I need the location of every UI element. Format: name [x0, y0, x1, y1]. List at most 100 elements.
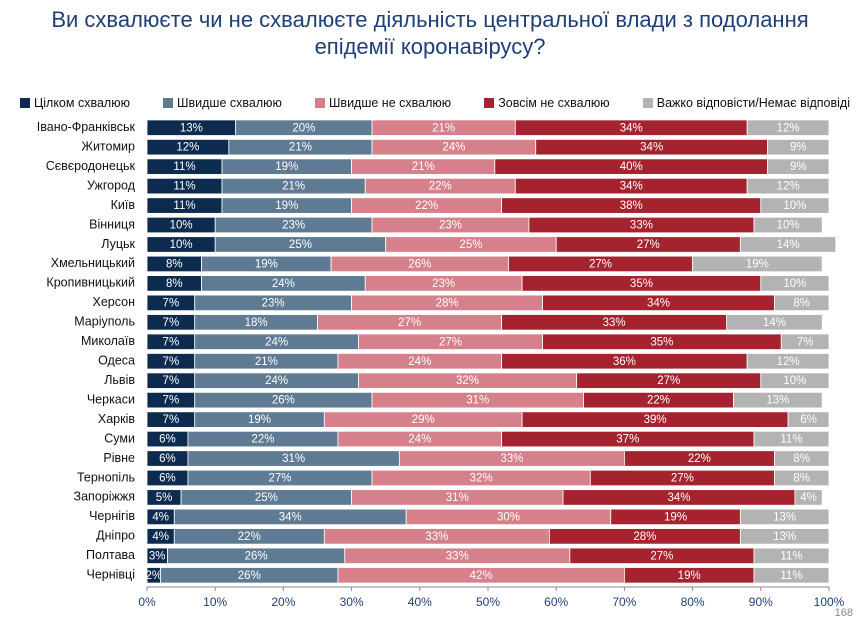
y-tick-label: Черкаси [87, 392, 135, 406]
y-tick-label: Одеса [98, 354, 135, 368]
data-label: 6% [159, 434, 176, 446]
x-tick-label: 60% [544, 595, 568, 609]
data-label: 27% [650, 550, 673, 562]
data-label: 19% [664, 511, 687, 523]
data-label: 10% [170, 239, 193, 251]
data-label: 14% [777, 239, 800, 251]
data-label: 12% [777, 356, 800, 368]
data-label: 19% [275, 200, 298, 212]
y-tick-label: Чернівці [87, 568, 136, 582]
x-tick-label: 50% [476, 595, 500, 609]
data-label: 9% [790, 142, 807, 154]
data-label: 22% [688, 453, 711, 465]
data-label: 8% [166, 278, 183, 290]
data-label: 18% [245, 317, 268, 329]
y-tick-label: Житомир [81, 139, 135, 153]
y-tick-label: Маріуполь [74, 315, 135, 329]
data-label: 10% [783, 200, 806, 212]
bar-segment [753, 216, 823, 234]
x-tick-label: 10% [203, 595, 227, 609]
x-tick-label: 0% [138, 595, 156, 609]
data-label: 26% [272, 395, 295, 407]
data-label: 34% [620, 181, 643, 193]
data-label: 27% [589, 258, 612, 270]
data-label: 12% [777, 122, 800, 134]
data-label: 21% [255, 356, 278, 368]
data-label: 22% [415, 200, 438, 212]
data-label: 19% [255, 258, 278, 270]
bar-segment [774, 294, 830, 312]
y-tick-label: Сєвєродонецьк [46, 159, 136, 173]
legend-label: Швидше не схвалюю [328, 96, 452, 110]
data-label: 8% [793, 473, 810, 485]
data-label: 27% [268, 473, 291, 485]
x-tick-label: 20% [271, 595, 295, 609]
legend-swatch [163, 98, 174, 108]
data-label: 19% [678, 570, 701, 582]
data-label: 33% [630, 220, 653, 232]
chart-title: Ви схвалюєте чи не схвалюєте діяльність … [51, 7, 809, 59]
data-label: 20% [292, 122, 315, 134]
data-label: 39% [644, 414, 667, 426]
data-label: 35% [650, 336, 673, 348]
y-tick-label: Дніпро [96, 529, 135, 543]
bar-segment [726, 314, 823, 331]
data-label: 40% [620, 161, 643, 173]
data-label: 26% [408, 258, 431, 270]
data-label: 32% [470, 473, 493, 485]
data-label: 7% [163, 356, 180, 368]
data-label: 21% [432, 122, 455, 134]
data-label: 11% [780, 434, 802, 446]
data-label: 11% [780, 570, 802, 582]
data-label: 9% [790, 161, 807, 173]
bar-segment [760, 372, 830, 389]
data-label: 4% [800, 492, 817, 504]
data-label: 21% [282, 181, 305, 193]
data-label: 23% [432, 278, 455, 290]
data-label: 10% [777, 220, 800, 232]
bar-segment [746, 119, 830, 136]
data-label: 30% [497, 511, 520, 523]
data-label: 22% [429, 181, 452, 193]
data-label: 27% [657, 375, 680, 387]
data-label: 27% [637, 239, 660, 251]
data-label: 27% [671, 473, 694, 485]
bar-segment [746, 177, 830, 195]
legend-label: Важко відповісти/Немає відповіді [656, 96, 850, 110]
data-label: 2% [146, 570, 163, 582]
x-tick-label: 30% [340, 595, 364, 609]
data-label: 27% [439, 336, 462, 348]
data-label: 7% [163, 297, 180, 309]
data-label: 4% [152, 511, 169, 523]
page-number: 168 [834, 607, 853, 619]
data-label: 14% [763, 317, 786, 329]
data-label: 22% [647, 395, 670, 407]
data-label: 24% [265, 375, 288, 387]
data-label: 13% [766, 395, 789, 407]
y-tick-label: Кропивницький [46, 276, 135, 290]
bar-segment [746, 353, 830, 370]
data-label: 11% [173, 200, 195, 212]
data-label: 24% [408, 434, 431, 446]
data-label: 11% [780, 550, 802, 562]
data-label: 34% [279, 511, 302, 523]
x-tick-label: 80% [681, 595, 705, 609]
y-tick-label: Львів [104, 373, 135, 387]
data-label: 33% [603, 317, 626, 329]
data-label: 12% [176, 142, 199, 154]
data-label: 10% [783, 278, 806, 290]
bar-segment [767, 158, 830, 175]
bar-segment [753, 430, 830, 448]
data-label: 37% [616, 434, 639, 446]
bar-segment [692, 255, 823, 273]
data-label: 22% [251, 434, 274, 446]
x-tick-label: 40% [408, 595, 432, 609]
data-label: 23% [282, 220, 305, 232]
bar-segment [753, 567, 830, 584]
data-label: 38% [620, 200, 643, 212]
data-label: 36% [613, 356, 636, 368]
legend: Цілком схвалюю Швидше схвалюю Швидше не сх… [20, 96, 850, 110]
legend-swatch [314, 98, 325, 108]
data-label: 32% [456, 375, 479, 387]
data-label: 27% [398, 317, 421, 329]
